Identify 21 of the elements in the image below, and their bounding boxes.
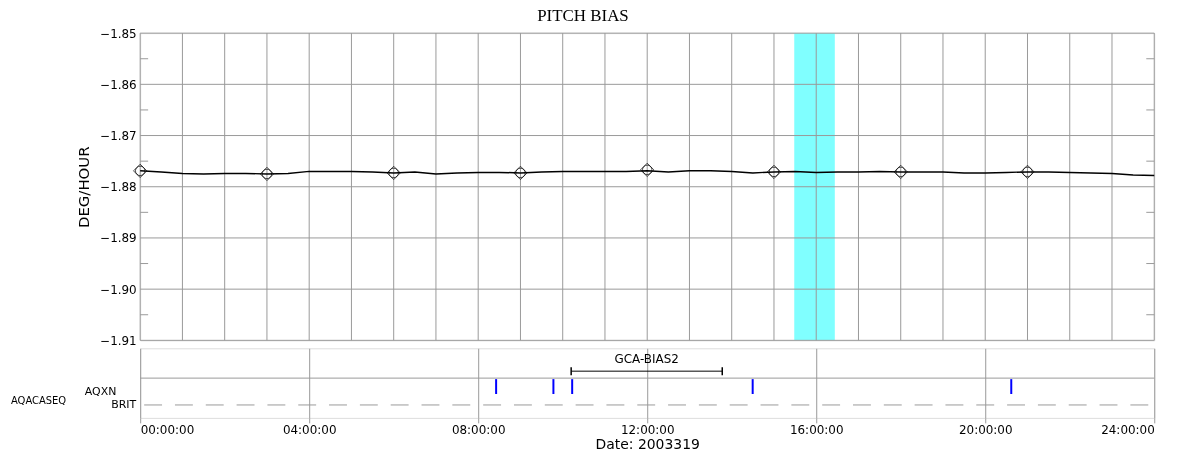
x-tick-label: 12:00:00 [620,423,675,438]
y-tick-label: −1.87 [100,129,137,144]
x-tick-label: 08:00:00 [451,423,506,438]
x-tick-label: 16:00:00 [789,423,844,438]
text: AQXN [84,385,117,399]
text: AQACASEQ [10,394,67,406]
text: GCA-BIAS2 [614,352,679,367]
y-tick-label: −1.89 [100,231,137,246]
y-tick-label: −1.85 [100,26,137,41]
x-tick-label: 04:00:00 [282,423,337,438]
y-tick-label: −1.91 [100,333,137,348]
y-tick-label: −1.88 [100,180,137,195]
x-tick-label: 24:00:00 [1101,423,1155,438]
y-tick-label: −1.90 [100,282,137,297]
y-tick-label: −1.86 [100,77,137,92]
text: BRIT [111,397,137,411]
chart-title: PITCH BIAS [537,5,629,25]
x-tick-label: 00:00:00 [140,423,195,438]
x-axis-title: Date: 2003319 [595,436,700,453]
x-tick-label: 20:00:00 [958,423,1013,438]
y-axis-title: DEG/HOUR [75,146,94,229]
